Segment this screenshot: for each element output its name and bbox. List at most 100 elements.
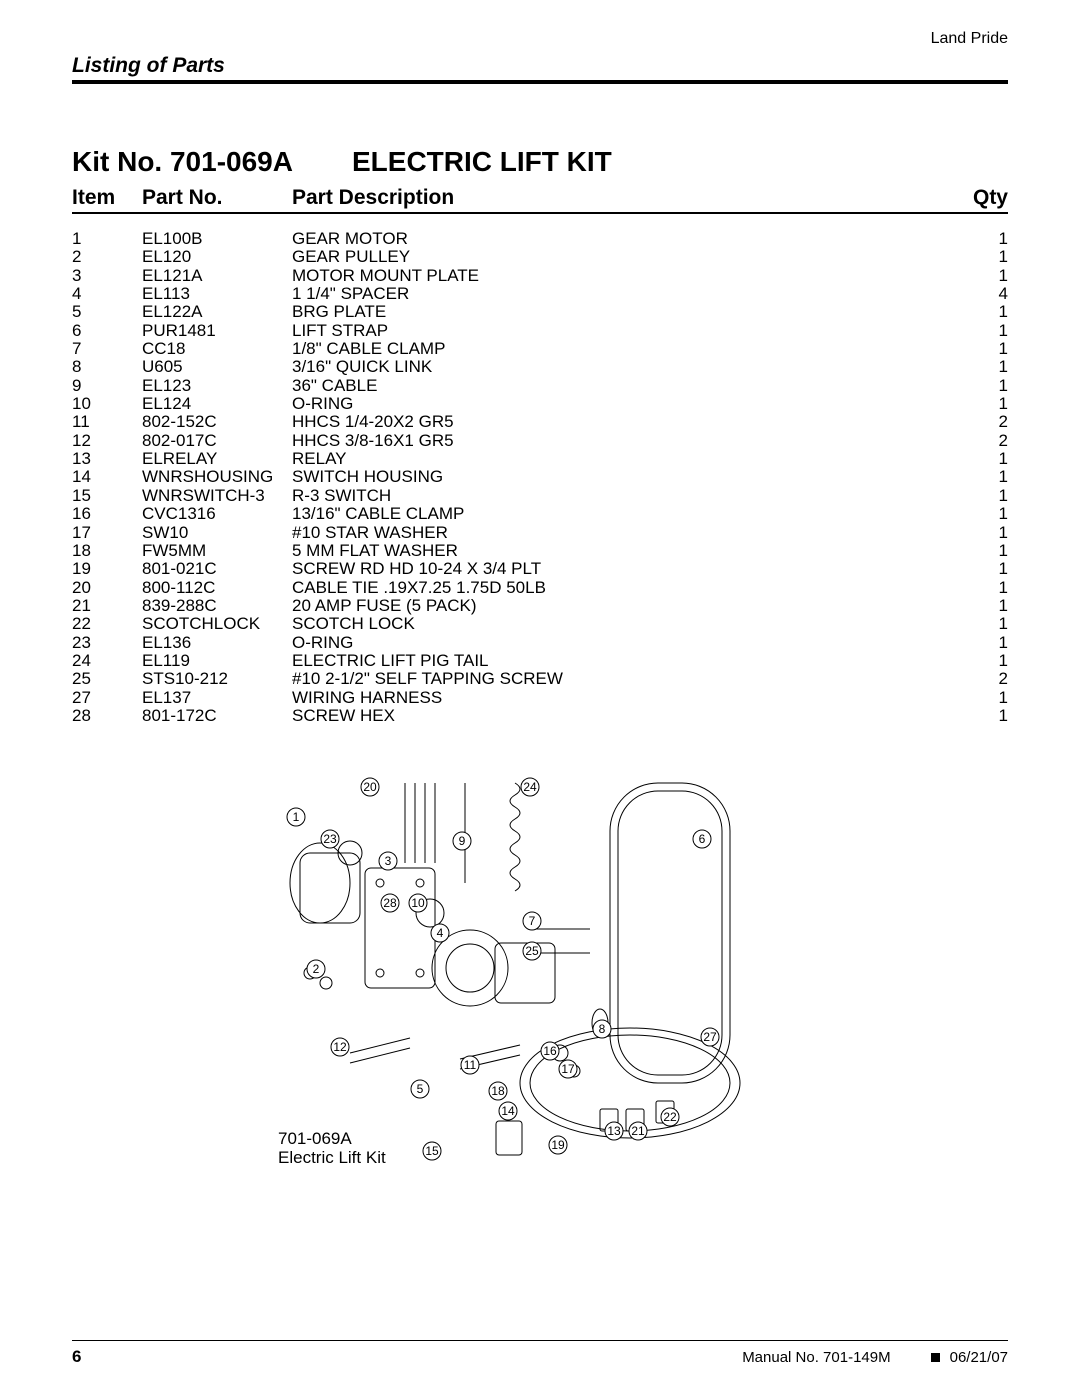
cell-partno: EL100B xyxy=(142,230,292,248)
cell-desc: 1 1/4" SPACER xyxy=(292,285,948,303)
cell-qty: 1 xyxy=(948,395,1008,413)
cell-item: 6 xyxy=(72,322,142,340)
col-partno: Part No. xyxy=(142,186,292,210)
cell-partno: 801-021C xyxy=(142,560,292,578)
table-header: Item Part No. Part Description Qty xyxy=(72,186,1008,210)
table-row: 10EL124O-RING1 xyxy=(72,395,1008,413)
table-row: 11802-152CHHCS 1/4-20X2 GR52 xyxy=(72,413,1008,431)
callout-number: 25 xyxy=(525,944,539,958)
cell-item: 23 xyxy=(72,634,142,652)
callout-number: 4 xyxy=(437,926,444,940)
callout-number: 1 xyxy=(293,810,300,824)
callout-number: 18 xyxy=(491,1084,505,1098)
cell-item: 12 xyxy=(72,432,142,450)
cell-qty: 1 xyxy=(948,450,1008,468)
cell-partno: SW10 xyxy=(142,524,292,542)
manual-number: Manual No. 701-149M xyxy=(742,1349,890,1366)
table-row: 22SCOTCHLOCKSCOTCH LOCK1 xyxy=(72,615,1008,633)
cell-partno: STS10-212 xyxy=(142,670,292,688)
table-row: 1EL100BGEAR MOTOR1 xyxy=(72,230,1008,248)
parts-table: 1EL100BGEAR MOTOR12EL120GEAR PULLEY13EL1… xyxy=(72,230,1008,725)
section-title: Listing of Parts xyxy=(72,54,1008,78)
cell-partno: CVC1316 xyxy=(142,505,292,523)
table-row: 19801-021CSCREW RD HD 10-24 X 3/4 PLT1 xyxy=(72,560,1008,578)
table-row: 27EL137WIRING HARNESS1 xyxy=(72,689,1008,707)
diagram-caption-line1: 701-069A xyxy=(278,1130,386,1149)
table-row: 20800-112CCABLE TIE .19X7.25 1.75D 50LB1 xyxy=(72,579,1008,597)
cell-qty: 2 xyxy=(948,670,1008,688)
manual-date: 06/21/07 xyxy=(950,1349,1008,1366)
callout-number: 11 xyxy=(464,1058,477,1072)
cell-partno: EL119 xyxy=(142,652,292,670)
callout-number: 16 xyxy=(543,1044,557,1058)
cell-desc: #10 STAR WASHER xyxy=(292,524,948,542)
cell-partno: EL136 xyxy=(142,634,292,652)
cell-desc: 3/16" QUICK LINK xyxy=(292,358,948,376)
table-row: 16CVC131613/16" CABLE CLAMP1 xyxy=(72,505,1008,523)
table-row: 8U6053/16" QUICK LINK1 xyxy=(72,358,1008,376)
diagram-svg: 1202423396281042725812271116175181413212… xyxy=(260,753,820,1173)
cell-desc: 36" CABLE xyxy=(292,377,948,395)
cell-item: 10 xyxy=(72,395,142,413)
cell-qty: 1 xyxy=(948,322,1008,340)
cell-qty: 1 xyxy=(948,560,1008,578)
cell-desc: 1/8" CABLE CLAMP xyxy=(292,340,948,358)
table-row: 5EL122ABRG PLATE1 xyxy=(72,303,1008,321)
cell-qty: 1 xyxy=(948,707,1008,725)
table-row: 2EL120GEAR PULLEY1 xyxy=(72,248,1008,266)
cell-partno: U605 xyxy=(142,358,292,376)
cell-item: 17 xyxy=(72,524,142,542)
callout-number: 14 xyxy=(501,1104,515,1118)
cell-partno: 839-288C xyxy=(142,597,292,615)
callout-number: 12 xyxy=(333,1040,347,1054)
cell-item: 7 xyxy=(72,340,142,358)
cell-item: 14 xyxy=(72,468,142,486)
cell-desc: MOTOR MOUNT PLATE xyxy=(292,267,948,285)
table-row: 9EL12336" CABLE1 xyxy=(72,377,1008,395)
cell-qty: 1 xyxy=(948,248,1008,266)
cell-item: 8 xyxy=(72,358,142,376)
cell-item: 21 xyxy=(72,597,142,615)
cell-desc: SCOTCH LOCK xyxy=(292,615,948,633)
cell-desc: WIRING HARNESS xyxy=(292,689,948,707)
col-qty: Qty xyxy=(948,186,1008,210)
callout-number: 20 xyxy=(363,780,377,794)
cell-qty: 1 xyxy=(948,468,1008,486)
page: Land Pride Listing of Parts Kit No. 701-… xyxy=(0,0,1080,1397)
kit-header: Kit No. 701-069A ELECTRIC LIFT KIT xyxy=(72,146,1008,178)
table-row: 15WNRSWITCH-3R-3 SWITCH1 xyxy=(72,487,1008,505)
page-number: 6 xyxy=(72,1347,112,1367)
callout-number: 19 xyxy=(551,1138,565,1152)
cell-partno: SCOTCHLOCK xyxy=(142,615,292,633)
footer: 6 Manual No. 701-149M 06/21/07 xyxy=(72,1340,1008,1367)
cell-desc: CABLE TIE .19X7.25 1.75D 50LB xyxy=(292,579,948,597)
cell-desc: GEAR PULLEY xyxy=(292,248,948,266)
callout-number: 23 xyxy=(323,832,337,846)
cell-qty: 1 xyxy=(948,615,1008,633)
table-row: 7CC181/8" CABLE CLAMP1 xyxy=(72,340,1008,358)
cell-desc: #10 2-1/2" SELF TAPPING SCREW xyxy=(292,670,948,688)
cell-item: 28 xyxy=(72,707,142,725)
table-row: 25STS10-212#10 2-1/2" SELF TAPPING SCREW… xyxy=(72,670,1008,688)
cell-partno: EL121A xyxy=(142,267,292,285)
callout-number: 22 xyxy=(663,1110,677,1124)
callout-number: 9 xyxy=(459,834,466,848)
callout-number: 21 xyxy=(631,1124,645,1138)
cell-desc: GEAR MOTOR xyxy=(292,230,948,248)
table-row: 14WNRSHOUSINGSWITCH HOUSING1 xyxy=(72,468,1008,486)
rule-mid xyxy=(72,212,1008,214)
diagram-wrap: 1202423396281042725812271116175181413212… xyxy=(72,753,1008,1178)
cell-desc: 13/16" CABLE CLAMP xyxy=(292,505,948,523)
cell-item: 15 xyxy=(72,487,142,505)
cell-item: 1 xyxy=(72,230,142,248)
footer-square-icon xyxy=(931,1353,940,1362)
col-desc: Part Description xyxy=(292,186,948,210)
cell-partno: FW5MM xyxy=(142,542,292,560)
cell-desc: O-RING xyxy=(292,395,948,413)
cell-qty: 1 xyxy=(948,542,1008,560)
callout-number: 8 xyxy=(599,1022,606,1036)
cell-desc: RELAY xyxy=(292,450,948,468)
exploded-diagram: 1202423396281042725812271116175181413212… xyxy=(260,753,820,1173)
cell-qty: 1 xyxy=(948,340,1008,358)
cell-desc: SCREW RD HD 10-24 X 3/4 PLT xyxy=(292,560,948,578)
